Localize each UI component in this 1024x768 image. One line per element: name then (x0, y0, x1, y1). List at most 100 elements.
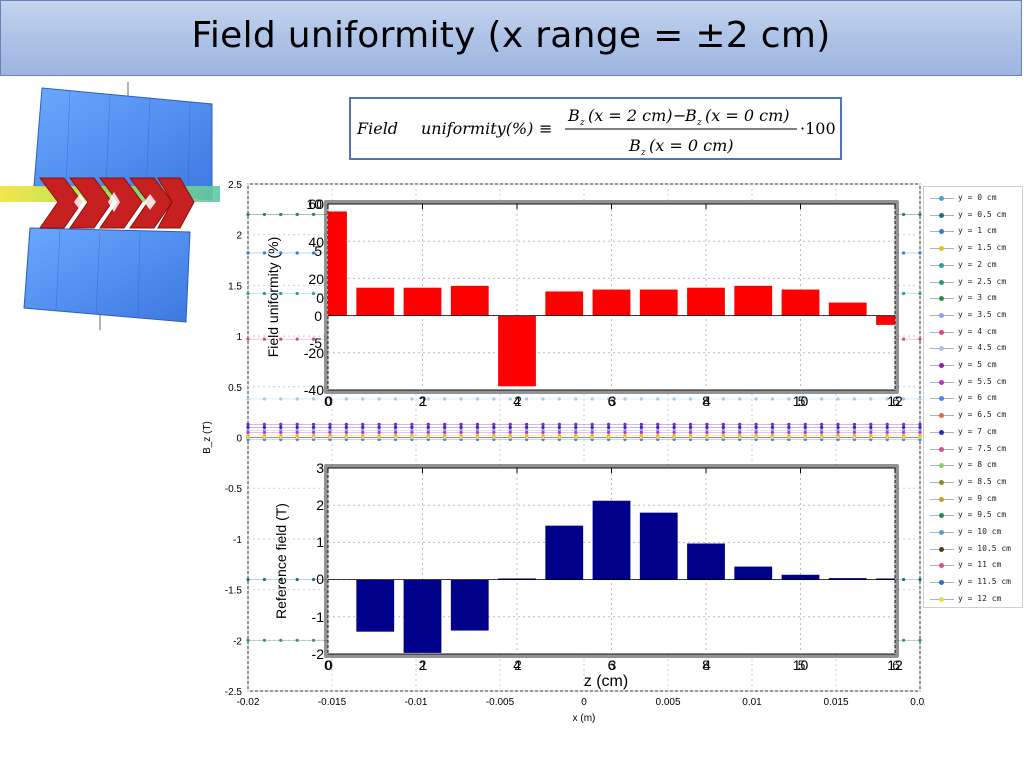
data-point (262, 397, 266, 401)
data-point (541, 430, 545, 435)
legend-label: y = 1.5 cm (958, 243, 1007, 253)
legend-label: y = 9 cm (958, 493, 997, 503)
data-point (902, 337, 906, 341)
legend-item: y = 8.5 cm (924, 476, 1024, 490)
data-point (295, 430, 299, 435)
y-tick-label: 2.5 (228, 180, 242, 191)
legend-label: y = 6.5 cm (958, 410, 1007, 420)
x-tick-label-b: 2 (514, 393, 522, 409)
bar-11 (828, 302, 867, 316)
data-point (836, 397, 840, 401)
data-point (869, 422, 873, 426)
bar-5 (545, 291, 584, 316)
data-point (836, 422, 840, 426)
x-tick-label-a: 2 (419, 393, 427, 409)
legend-marker (939, 229, 944, 235)
data-point (902, 291, 906, 296)
data-point (541, 397, 545, 401)
data-point (754, 435, 758, 440)
data-point (885, 430, 889, 435)
data-point (869, 430, 873, 435)
legend-marker (939, 496, 944, 502)
y-tick-label-b: 10 (306, 196, 322, 212)
data-point (377, 422, 381, 426)
legend-marker (939, 413, 944, 419)
data-point (295, 435, 299, 440)
data-point (344, 430, 348, 435)
data-point (246, 251, 250, 255)
data-point (820, 425, 824, 429)
bar-1 (356, 287, 395, 316)
bar-6 (592, 289, 631, 316)
x-tick-label-a: 0 (324, 657, 332, 673)
legend-marker (939, 463, 944, 469)
legend-label: y = 4 cm (958, 326, 997, 336)
data-point (738, 435, 742, 440)
legend-item: y = 11 cm (924, 559, 1024, 573)
data-point (672, 425, 676, 429)
data-point (557, 397, 562, 401)
data-point (885, 397, 889, 401)
data-point (688, 397, 693, 401)
data-point (410, 430, 414, 435)
data-point (770, 422, 775, 426)
data-point (311, 425, 316, 429)
data-point (557, 430, 562, 435)
formula-minus: − (673, 106, 686, 125)
data-point (459, 435, 463, 440)
legend-item: y = 5.5 cm (924, 376, 1024, 390)
series-10 (246, 422, 922, 426)
x-tick-label-b: 3 (609, 657, 617, 673)
data-point (246, 638, 250, 642)
x-tick-label: -0.01 (405, 697, 428, 708)
data-point (246, 577, 250, 582)
legend-label: y = 7.5 cm (958, 443, 1007, 453)
data-point (770, 435, 775, 440)
legend-item: y = 1 cm (924, 225, 1024, 239)
data-point (295, 422, 299, 426)
data-point (492, 397, 496, 401)
legend-marker (939, 479, 944, 485)
data-point (557, 425, 562, 429)
slide-title: Field uniformity (x range = ±2 cm) (191, 15, 831, 56)
data-point (852, 430, 857, 435)
data-point (246, 435, 250, 440)
data-point (705, 422, 709, 426)
data-point (410, 435, 414, 440)
data-point (770, 425, 775, 429)
legend-item: y = 2.5 cm (924, 276, 1024, 290)
data-point (262, 291, 266, 296)
legend-marker (939, 296, 944, 302)
data-point (574, 435, 578, 440)
data-point (590, 430, 594, 435)
data-point (311, 430, 316, 435)
x-tick-label: 0 (581, 697, 587, 708)
data-point (787, 397, 791, 401)
legend-item: y = 3 cm (924, 292, 1024, 306)
legend-label: y = 3 cm (958, 293, 997, 303)
data-point (246, 422, 250, 426)
data-point (738, 397, 742, 401)
data-point (393, 422, 398, 426)
x-tick-label-a: 6 (608, 393, 616, 409)
x-tick-label-a: 8 (702, 657, 710, 673)
data-point (606, 435, 611, 440)
data-point (918, 425, 922, 429)
data-point (918, 251, 922, 255)
data-point (738, 425, 742, 429)
x-tick-label-a: 4 (513, 393, 521, 409)
legend-marker (939, 379, 944, 385)
data-point (246, 337, 250, 341)
data-point (525, 430, 529, 435)
formula-den-sub: z (640, 148, 646, 158)
x-tick-label-b: 6 (892, 657, 900, 673)
legend-marker (939, 429, 944, 435)
data-point (721, 435, 725, 440)
data-point (410, 425, 414, 429)
data-point (426, 430, 430, 435)
legend-item: y = 7.5 cm (924, 443, 1024, 457)
data-point (918, 577, 922, 582)
legend-item: y = 2 cm (924, 259, 1024, 273)
data-point (475, 430, 480, 435)
data-point (590, 435, 594, 440)
